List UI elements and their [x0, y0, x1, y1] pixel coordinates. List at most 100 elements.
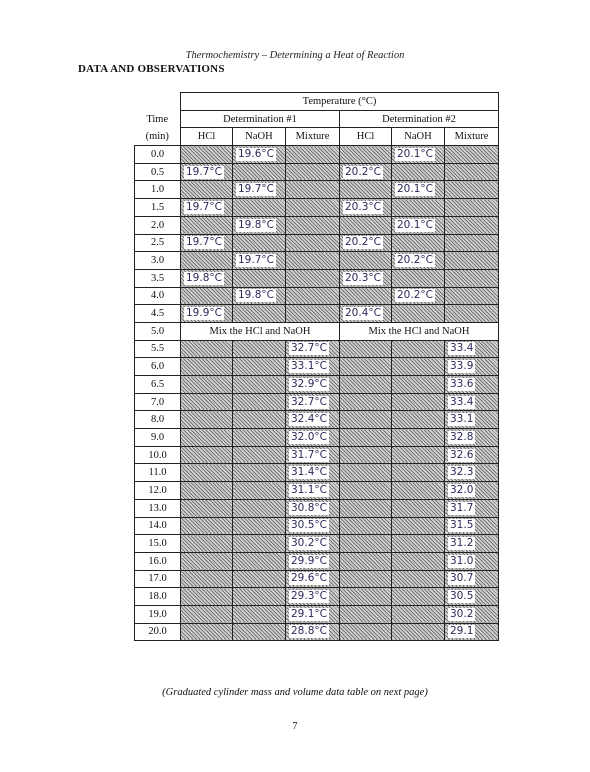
d1-hcl-cell [180, 215, 233, 235]
time-cell: 6.5 [134, 375, 181, 394]
time-cell: 4.0 [134, 286, 181, 306]
table-row: 11.0 31.4°C 32.3 [134, 463, 500, 483]
d2-naoh-cell [391, 604, 445, 624]
d1-naoh-cell [232, 498, 286, 518]
handwritten-value: 32.6 [448, 448, 476, 462]
d1-hcl-cell [180, 498, 233, 518]
d2-mixture-cell: 33.6 [443, 375, 500, 394]
handwritten-value: 31.5 [448, 519, 476, 533]
d1-hcl-cell [180, 375, 233, 394]
time-cell: 11.0 [134, 463, 181, 483]
d1-hcl-cell: 19.7°C [180, 233, 233, 253]
time-cell: 19.0 [134, 604, 181, 624]
d2-mixture-cell: 31.5 [443, 516, 500, 536]
table-row: 15.0 30.2°C 31.2 [134, 534, 500, 553]
handwritten-value: 19.7°C [236, 254, 276, 268]
handwritten-value: 30.5 [448, 590, 476, 604]
d1-hcl-cell [180, 604, 233, 624]
d2-hcl-cell [339, 498, 392, 518]
d1-mixture-cell: 28.8°C [285, 622, 340, 642]
determination-1-header: Determination #1 [180, 109, 340, 129]
d2-naoh-cell: 20.1°C [391, 215, 445, 235]
d2-mixture-cell [443, 268, 500, 288]
d2-hcl-cell [339, 534, 392, 553]
d2-hcl-cell: 20.2°C [339, 162, 392, 182]
d2-hcl-cell: 20.2°C [339, 233, 392, 253]
d1-mixture-cell: 33.1°C [285, 357, 340, 376]
d1-naoh-cell: 19.8°C [232, 286, 286, 306]
d2-naoh-cell: 20.2°C [391, 286, 445, 306]
d2-hcl-cell: 20.3°C [339, 198, 392, 217]
handwritten-value: 30.2°C [289, 537, 329, 551]
time-cell: 8.0 [134, 410, 181, 430]
d1-mixture-cell: 30.5°C [285, 516, 340, 536]
d1-naoh-cell [232, 357, 286, 376]
d1-hcl-cell [180, 357, 233, 376]
time-cell: 12.0 [134, 481, 181, 500]
handwritten-value: 20.3°C [343, 271, 383, 285]
time-cell: 2.5 [134, 233, 181, 253]
handwritten-value: 32.7°C [289, 342, 329, 356]
d2-hcl-cell [339, 463, 392, 483]
d2-mixture-cell [443, 198, 500, 217]
d1-hcl-cell: 19.8°C [180, 268, 233, 288]
empty-corner [134, 92, 181, 111]
handwritten-value: 20.1°C [395, 218, 435, 232]
d1-hcl-cell [180, 145, 233, 164]
d1-hcl-cell [180, 445, 233, 465]
handwritten-value: 31.7 [448, 501, 476, 515]
d1-mixture-cell: 30.2°C [285, 534, 340, 553]
d2-hcl-cell: 20.4°C [339, 304, 392, 323]
time-cell: 16.0 [134, 551, 181, 571]
table-row: 17.0 29.6°C 30.7 [134, 569, 500, 589]
d2-naoh-cell [391, 198, 445, 217]
time-cell: 5.0 [134, 321, 181, 341]
d1-mixture-cell: 30.8°C [285, 498, 340, 518]
d1-naoh-cell [232, 587, 286, 606]
d1-mixture-cell [285, 162, 340, 182]
d1-naoh-cell [232, 569, 286, 589]
handwritten-value: 32.8 [448, 430, 476, 444]
d2-mixture-cell: 33.4 [443, 339, 500, 359]
table-row: 10.0 31.7°C 32.6 [134, 445, 500, 465]
section-title: DATA AND OBSERVATIONS [78, 63, 225, 75]
d1-hcl-cell [180, 428, 233, 447]
handwritten-value: 19.8°C [236, 218, 276, 232]
d1-naoh-cell [232, 339, 286, 359]
table-row: 3.5 19.8°C 20.3°C [134, 268, 500, 288]
handwritten-value: 32.3 [448, 466, 476, 480]
time-cell: 15.0 [134, 534, 181, 553]
table-header: Temperature (°C) Time Determination #1 D… [134, 92, 500, 147]
d2-hcl-cell [339, 569, 392, 589]
handwritten-value: 32.0 [448, 483, 476, 497]
d2-hcl-cell [339, 180, 392, 200]
handwritten-value: 20.4°C [343, 307, 383, 321]
d1-mixture-cell: 29.6°C [285, 569, 340, 589]
d1-mixture-cell [285, 304, 340, 323]
d1-hcl-cell [180, 463, 233, 483]
d1-hcl-cell [180, 410, 233, 430]
d1-naoh-cell [232, 445, 286, 465]
d1-hcl-cell [180, 392, 233, 412]
handwritten-value: 30.5°C [289, 519, 329, 533]
d2-hcl-cell [339, 587, 392, 606]
d1-hcl-cell: 19.9°C [180, 304, 233, 323]
handwritten-value: 20.2°C [395, 289, 435, 303]
handwritten-value: 31.4°C [289, 466, 329, 480]
d1-naoh-cell: 19.7°C [232, 251, 286, 270]
d2-naoh-cell: 20.1°C [391, 180, 445, 200]
d2-mixture-cell: 33.1 [443, 410, 500, 430]
d1-naoh-cell [232, 551, 286, 571]
time-cell: 17.0 [134, 569, 181, 589]
d2-hcl-cell [339, 516, 392, 536]
handwritten-value: 28.8°C [289, 625, 329, 639]
handwritten-value: 20.2°C [395, 254, 435, 268]
d2-mixture-cell: 32.0 [443, 481, 500, 500]
d2-mixture-cell [443, 145, 500, 164]
time-cell: 0.0 [134, 145, 181, 164]
d2-naoh-header: NaOH [391, 127, 445, 147]
table-row: 4.0 19.8°C 20.2°C [134, 286, 500, 306]
d1-mixture-cell: 31.7°C [285, 445, 340, 465]
d2-hcl-cell [339, 392, 392, 412]
d2-naoh-cell [391, 339, 445, 359]
